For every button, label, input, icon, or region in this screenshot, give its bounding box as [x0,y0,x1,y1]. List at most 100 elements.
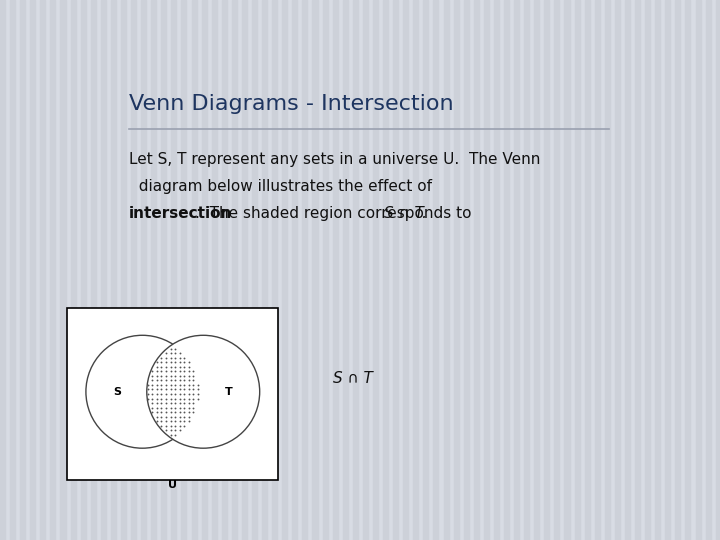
Point [161,354,172,362]
Point [169,430,181,439]
Point [165,421,176,430]
Point [174,417,185,426]
Point [183,399,194,407]
Point [183,372,194,380]
Point [187,372,199,380]
Point [179,358,190,367]
Point [147,372,158,380]
Point [174,426,185,435]
Point [165,372,176,380]
Point [183,390,194,399]
Point [156,362,167,371]
Text: Let S, T represent any sets in a universe U.  The Venn: Let S, T represent any sets in a univers… [129,152,541,167]
Point [151,390,163,399]
Point [187,403,199,412]
Point [183,385,194,394]
Point [179,413,190,421]
Point [169,354,181,362]
Point [169,403,181,412]
Point [151,408,163,416]
Point [151,381,163,389]
Point [161,417,172,426]
Point [174,413,185,421]
Point [161,390,172,399]
Point [161,399,172,407]
Point [169,417,181,426]
Text: T: T [225,387,233,397]
Point [156,408,167,416]
Point [161,394,172,403]
Point [161,358,172,367]
Point [165,362,176,371]
Point [142,394,153,403]
Point [169,390,181,399]
Point [169,367,181,376]
Point [179,376,190,384]
Point [161,376,172,384]
Point [169,362,181,371]
Point [156,367,167,376]
Point [192,394,204,403]
Text: .  The shaded region corresponds to: . The shaded region corresponds to [195,206,476,221]
Point [183,417,194,426]
Point [183,413,194,421]
Circle shape [86,335,199,448]
Point [165,403,176,412]
Point [183,367,194,376]
Point [174,372,185,380]
Point [161,381,172,389]
Point [156,413,167,421]
Point [165,417,176,426]
Point [156,394,167,403]
Point [192,385,204,394]
Point [169,358,181,367]
Point [174,358,185,367]
Point [165,358,176,367]
Point [165,430,176,439]
Point [151,399,163,407]
Point [165,399,176,407]
Point [169,426,181,435]
Point [156,417,167,426]
Point [179,399,190,407]
Text: S ∩ T.: S ∩ T. [384,206,426,221]
Point [187,376,199,384]
Point [156,385,167,394]
Point [151,372,163,380]
Point [161,403,172,412]
Point [169,385,181,394]
Point [165,394,176,403]
Point [156,390,167,399]
Point [151,403,163,412]
Point [187,399,199,407]
Point [169,394,181,403]
Point [156,376,167,384]
Point [187,408,199,416]
Point [179,372,190,380]
Text: Venn Diagrams - Intersection: Venn Diagrams - Intersection [129,94,454,114]
Point [165,426,176,435]
Point [165,390,176,399]
Point [147,390,158,399]
Point [174,354,185,362]
Point [165,349,176,357]
Point [151,362,163,371]
Point [187,381,199,389]
Point [174,394,185,403]
Point [161,372,172,380]
Text: S ∩ T: S ∩ T [333,371,373,386]
Point [161,385,172,394]
Text: U: U [168,480,177,490]
Point [174,385,185,394]
Point [169,421,181,430]
Point [183,403,194,412]
Point [187,367,199,376]
Point [161,426,172,435]
Point [147,376,158,384]
Point [165,345,176,353]
Point [179,403,190,412]
Point [147,408,158,416]
Point [183,381,194,389]
Point [183,358,194,367]
Point [179,367,190,376]
